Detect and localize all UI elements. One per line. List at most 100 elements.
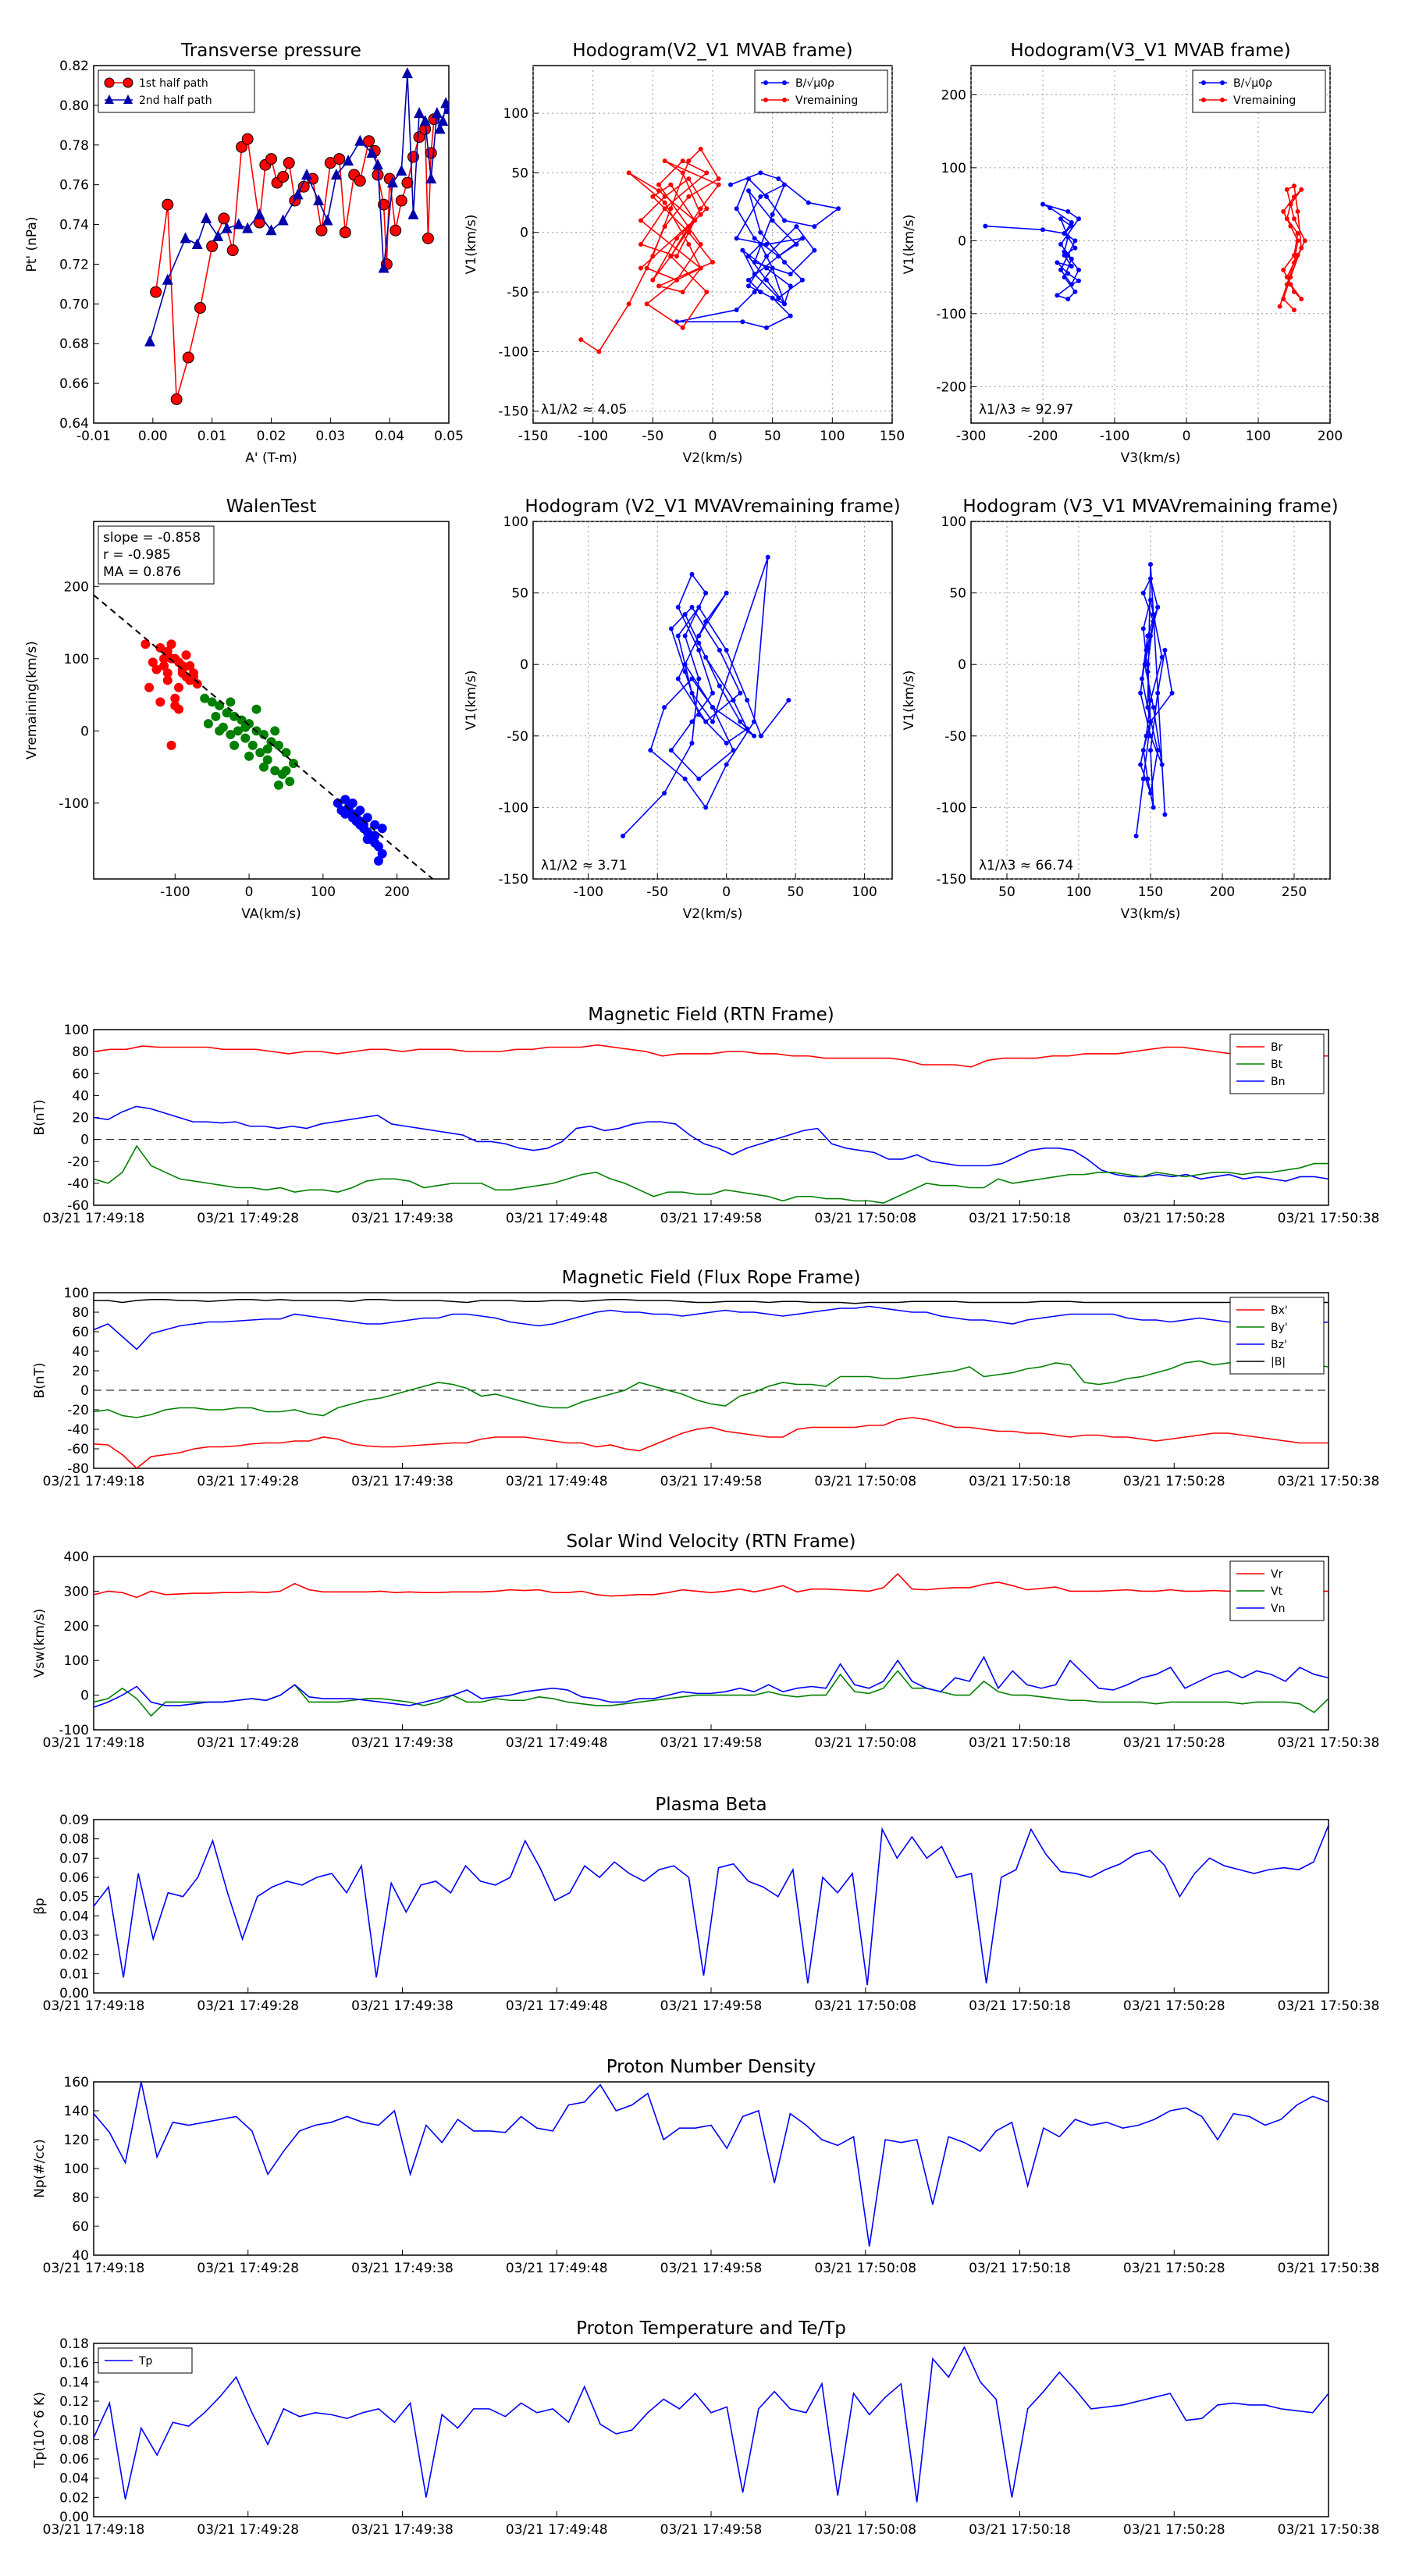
legend-label: 1st half path bbox=[139, 77, 208, 90]
data-point bbox=[1281, 267, 1286, 272]
data-point bbox=[343, 155, 354, 166]
data-point bbox=[662, 705, 667, 710]
data-point bbox=[372, 158, 383, 170]
legend-label: Bn bbox=[1271, 1076, 1285, 1088]
plot-frame bbox=[970, 65, 1331, 424]
y-tick-label: 0.80 bbox=[59, 98, 89, 114]
data-point bbox=[378, 198, 390, 211]
data-point bbox=[265, 153, 277, 165]
x-tick-label: 0 bbox=[1183, 429, 1191, 444]
data-point bbox=[206, 240, 219, 253]
data-point bbox=[362, 834, 372, 845]
data-point bbox=[770, 212, 775, 217]
data-point bbox=[698, 206, 703, 212]
data-point bbox=[386, 176, 398, 188]
data-point bbox=[262, 744, 272, 754]
data-point bbox=[770, 218, 775, 223]
x-tick-label: 03/21 17:49:18 bbox=[43, 1735, 145, 1751]
x-tick-label: 03/21 17:50:38 bbox=[1278, 1211, 1380, 1226]
plot-frame bbox=[93, 2081, 1329, 2256]
x-tick-label: 03/21 17:49:58 bbox=[660, 2522, 763, 2538]
data-point bbox=[1145, 633, 1151, 639]
x-tick-label: 03/21 17:49:58 bbox=[660, 1474, 763, 1489]
data-point bbox=[1288, 201, 1293, 207]
data-point bbox=[255, 748, 265, 758]
data-point bbox=[233, 726, 243, 736]
data-point bbox=[698, 265, 703, 271]
y-axis-label: V1(km/s) bbox=[464, 215, 479, 275]
data-point bbox=[770, 295, 775, 301]
data-point bbox=[696, 640, 702, 646]
data-point bbox=[1140, 748, 1146, 753]
data-point bbox=[1140, 626, 1146, 632]
y-tick-label: 0.70 bbox=[59, 297, 89, 312]
x-tick-label: 03/21 17:49:28 bbox=[197, 2522, 299, 2538]
y-tick-label: 0.05 bbox=[59, 1890, 89, 1905]
data-point bbox=[1065, 253, 1071, 258]
y-tick-label: 200 bbox=[64, 579, 89, 595]
data-point bbox=[151, 664, 162, 674]
legend-marker bbox=[105, 94, 114, 104]
y-tick-label: 0 bbox=[520, 657, 528, 673]
data-point bbox=[668, 254, 674, 259]
y-tick-label: 120 bbox=[64, 2133, 89, 2148]
y-tick-label: 0.82 bbox=[59, 59, 89, 74]
data-point bbox=[166, 740, 176, 750]
y-tick-label: 100 bbox=[64, 652, 89, 667]
data-point bbox=[233, 218, 244, 229]
series-markers bbox=[621, 554, 791, 839]
legend-label: 2nd half path bbox=[139, 94, 212, 107]
x-tick-label: 200 bbox=[1318, 429, 1343, 444]
data-point bbox=[662, 224, 667, 229]
data-point bbox=[443, 102, 449, 114]
stats-line: r = -0.985 bbox=[103, 547, 171, 563]
x-tick-label: 03/21 17:49:38 bbox=[351, 2522, 454, 2538]
x-tick-label: 03/21 17:50:38 bbox=[1278, 1998, 1380, 2014]
data-point bbox=[746, 283, 751, 289]
data-point bbox=[203, 719, 213, 729]
y-tick-label: 0.68 bbox=[59, 336, 89, 352]
y-tick-label: 0.12 bbox=[59, 2394, 89, 2410]
legend-frame bbox=[754, 69, 888, 113]
data-point bbox=[752, 719, 757, 724]
data-point bbox=[414, 107, 425, 119]
data-point bbox=[177, 668, 187, 678]
legend-marker bbox=[123, 77, 133, 88]
x-tick-label: 0 bbox=[709, 429, 717, 444]
data-point bbox=[162, 646, 173, 656]
series-line bbox=[94, 2082, 1329, 2247]
x-tick-label: 03/21 17:49:38 bbox=[351, 1474, 454, 1489]
data-point bbox=[1148, 576, 1153, 582]
x-tick-label: 03/21 17:50:38 bbox=[1278, 2261, 1380, 2276]
data-point bbox=[770, 265, 775, 271]
series-line bbox=[676, 172, 840, 329]
y-tick-label: 0.72 bbox=[59, 257, 89, 272]
data-point bbox=[675, 633, 681, 639]
y-tick-label: 0.16 bbox=[59, 2356, 89, 2371]
data-point bbox=[1148, 597, 1153, 603]
x-tick-label: 03/21 17:50:28 bbox=[1123, 1474, 1225, 1489]
data-point bbox=[1058, 242, 1063, 247]
data-point bbox=[710, 259, 715, 265]
data-point bbox=[266, 737, 276, 747]
data-point bbox=[662, 791, 667, 796]
data-point bbox=[1151, 705, 1156, 710]
data-point bbox=[211, 711, 221, 721]
data-point bbox=[1295, 208, 1300, 214]
data-point bbox=[686, 242, 692, 247]
x-tick-label: 03/21 17:49:58 bbox=[660, 1211, 763, 1226]
x-axis-label: VA(km/s) bbox=[241, 906, 301, 922]
data-point bbox=[1142, 662, 1147, 667]
data-point bbox=[1169, 690, 1175, 696]
data-point bbox=[1284, 275, 1289, 280]
x-tick-label: 03/21 17:49:28 bbox=[197, 1211, 299, 1226]
data-point bbox=[1162, 812, 1168, 817]
data-point bbox=[226, 697, 236, 707]
legend-label: Br bbox=[1271, 1041, 1283, 1054]
data-point bbox=[689, 740, 695, 745]
data-point bbox=[689, 604, 695, 610]
data-point bbox=[765, 554, 770, 560]
data-point bbox=[431, 107, 443, 119]
series-markers bbox=[674, 170, 841, 330]
series-line bbox=[94, 1825, 1329, 1986]
